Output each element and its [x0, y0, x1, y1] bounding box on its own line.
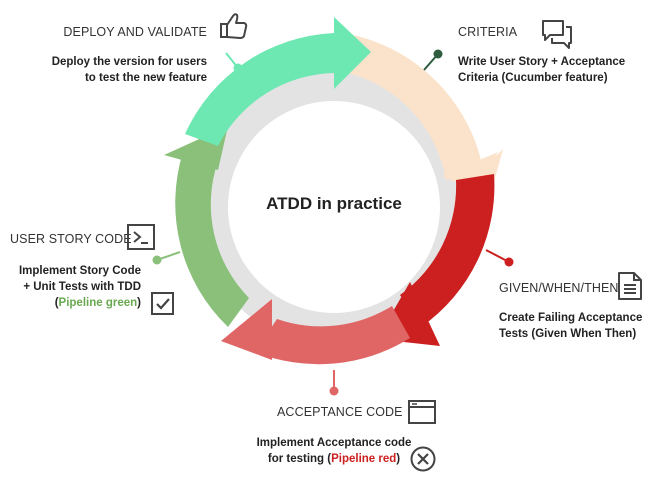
acceptance-connector: [329, 370, 339, 396]
document-icon: [617, 271, 643, 306]
given-label: GIVEN/WHEN/THEN: [499, 281, 619, 295]
userstory-description-line3: (Pipeline green): [19, 295, 141, 311]
deploy-label: DEPLOY AND VALIDATE: [63, 25, 207, 39]
userstory-status-suffix: ): [137, 297, 141, 309]
acceptance-status-suffix: ): [396, 453, 401, 465]
browser-window-icon: [408, 400, 436, 429]
userstory-pipeline-status: Pipeline green: [58, 297, 138, 309]
deploy-description-line1: Deploy the version for users: [51, 56, 207, 68]
criteria-description-line1: Write User Story + Acceptance: [458, 56, 626, 68]
criteria-connector: [423, 49, 443, 71]
given-description-line2: Tests (Given When Then): [499, 328, 637, 340]
userstory-description-line2: + Unit Tests with TDD: [23, 281, 141, 293]
acceptance-description: Implement Acceptance code for testing (P…: [252, 435, 416, 467]
userstory-label: USER STORY CODE: [10, 232, 132, 246]
acceptance-pipeline-status: Pipeline red: [331, 453, 397, 465]
userstory-description-line1: Implement Story Code: [18, 265, 141, 277]
deploy-and-validate-arrow: [185, 17, 371, 146]
deploy-description: Deploy the version for users to test the…: [52, 54, 207, 86]
deploy-connector: [225, 52, 243, 73]
terminal-icon: [127, 224, 155, 255]
criteria-label: CRITERIA: [458, 25, 518, 39]
acceptance-code-arrow: [221, 299, 410, 365]
acceptance-description-line2: for testing (Pipeline red): [252, 451, 416, 467]
userstory-description: Implement Story Code + Unit Tests with T…: [19, 263, 141, 311]
deploy-description-line2: to test the new feature: [84, 72, 207, 84]
given-description: Create Failing Acceptance Tests (Given W…: [499, 310, 642, 342]
diagram-title: ATDD in practice: [266, 194, 402, 213]
criteria-description-line2: Criteria (Cucumber feature): [458, 72, 608, 84]
checkbox-icon: [150, 291, 176, 322]
userstory-connector: [152, 251, 181, 265]
given-description-line1: Create Failing Acceptance: [499, 312, 643, 324]
x-circle-icon: [409, 445, 437, 478]
acceptance-status-prefix: for testing (: [267, 453, 332, 465]
acceptance-label: ACCEPTANCE CODE: [277, 405, 403, 419]
criteria-description: Write User Story + Acceptance Criteria (…: [458, 54, 625, 86]
acceptance-description-line1: Implement Acceptance code: [256, 437, 412, 449]
given-connector: [485, 249, 514, 267]
thumbs-up-icon: [219, 12, 249, 45]
chat-bubbles-icon: [541, 19, 573, 54]
userstory-status-prefix: (: [54, 297, 59, 309]
